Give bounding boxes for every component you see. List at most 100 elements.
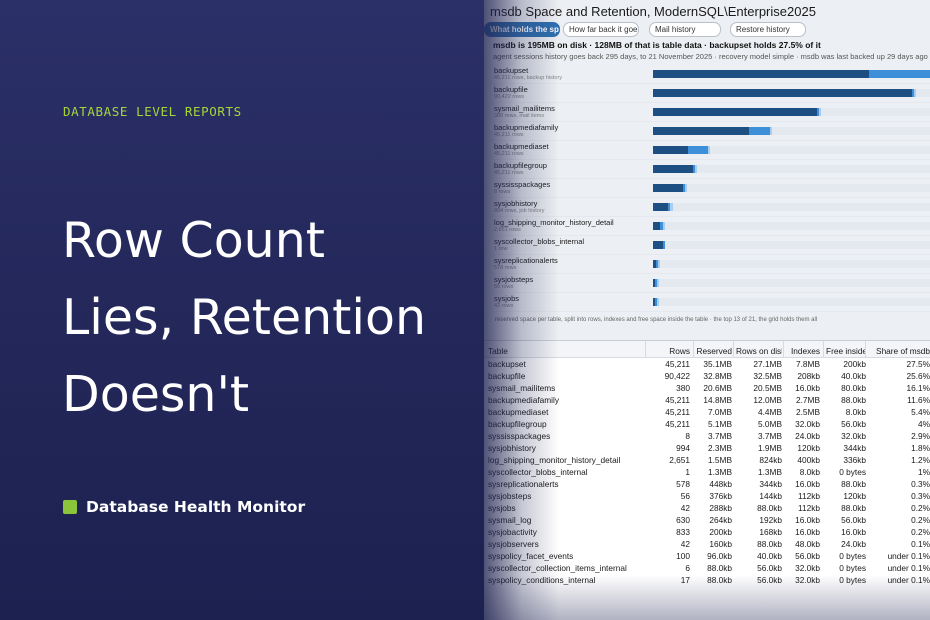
- table-row[interactable]: syscollector_blobs_internal 1 1.3MB 1.3MB 8.…: [484, 466, 930, 478]
- bar-row[interactable]: sysmail_mailitems 380 rows, mail items: [490, 103, 930, 122]
- bar-row[interactable]: sysjobs 42 rows: [490, 293, 930, 312]
- bar-row[interactable]: sysjobhistory 994 rows, job history: [490, 198, 930, 217]
- table-row[interactable]: log_shipping_monitor_history_detail 2,651…: [484, 454, 930, 466]
- tab-how-far-back[interactable]: How far back it goes: [563, 22, 639, 37]
- tab-mail-history[interactable]: Mail history: [649, 22, 721, 37]
- column-header[interactable]: Share of msdb: [876, 346, 930, 356]
- table-row[interactable]: backupset 45,211 35.1MB 27.1MB 7.8MB 200kb 27.…: [484, 358, 930, 370]
- table-row[interactable]: syspolicy_conditions_internal 17 88.0kb 56.…: [484, 574, 930, 586]
- bar-segment-rows: [653, 184, 683, 192]
- column-header[interactable]: Table: [488, 346, 508, 356]
- column-header[interactable]: Indexes: [790, 346, 820, 356]
- bar-row[interactable]: sysreplicationalerts 578 rows: [490, 255, 930, 274]
- bar-row[interactable]: backupset 45,211 rows, backup history: [490, 65, 930, 84]
- tab-restore-history[interactable]: Restore history: [730, 22, 806, 37]
- bar-segment-indexes: [912, 89, 915, 97]
- bar-track: [653, 108, 930, 116]
- table-cell: 400kb: [797, 455, 820, 465]
- bar-sublabel: 90,422 rows: [494, 94, 524, 100]
- table-cell: 0 bytes: [839, 551, 866, 561]
- window-title: msdb Space and Retention, ModernSQL\Ente…: [490, 4, 816, 19]
- column-header[interactable]: Rows: [669, 346, 690, 356]
- table-cell: 3.7MB: [708, 431, 732, 441]
- table-row[interactable]: sysreplicationalerts 578 448kb 344kb 16.0kb 8…: [484, 478, 930, 490]
- bar-sublabel: 45,211 rows: [494, 132, 524, 138]
- bar-label: sysjobhistory: [494, 199, 538, 208]
- table-cell: 112kb: [798, 503, 820, 513]
- table-row[interactable]: backupmediafamily 45,211 14.8MB 12.0MB 2.7MB…: [484, 394, 930, 406]
- table-cell: syscollector_blobs_internal: [488, 467, 588, 477]
- column-header[interactable]: Free inside: [826, 346, 866, 356]
- bar-sublabel: 380 rows, mail items: [494, 113, 545, 119]
- table-cell: 32.8MB: [703, 371, 732, 381]
- table-row[interactable]: backupfile 90,422 32.8MB 32.5MB 208kb 40.0kb 2…: [484, 370, 930, 382]
- table-cell: 48.0kb: [795, 539, 820, 549]
- table-cell: 0 bytes: [839, 575, 866, 585]
- table-cell: 56: [680, 491, 690, 501]
- bar-row[interactable]: backupfilegroup 45,211 rows: [490, 160, 930, 179]
- table-row[interactable]: syssisspackages 8 3.7MB 3.7MB 24.0kb 32.0kb 2.…: [484, 430, 930, 442]
- table-row[interactable]: sysjobhistory 994 2.3MB 1.9MB 120kb 344kb 1.8%: [484, 442, 930, 454]
- table-cell: 994: [676, 443, 690, 453]
- brand-logo-icon: [63, 500, 77, 514]
- bar-row[interactable]: backupmediaset 45,211 rows: [490, 141, 930, 160]
- table-row[interactable]: syscollector_collection_items_internal 6 8…: [484, 562, 930, 574]
- table-cell: 336kb: [843, 455, 866, 465]
- table-cell: syspolicy_facet_events: [488, 551, 574, 561]
- table-cell: 1%: [918, 467, 930, 477]
- table-row[interactable]: backupfilegroup 45,211 5.1MB 5.0MB 32.0kb 56.…: [484, 418, 930, 430]
- bar-chart-footnote: reserved space per table, split into row…: [495, 317, 818, 323]
- table-cell: 0.3%: [911, 479, 930, 489]
- bar-sublabel: 45,211 rows: [494, 151, 524, 157]
- table-row[interactable]: sysmail_log 630 264kb 192kb 16.0kb 56.0kb 0.2%: [484, 514, 930, 526]
- table-row[interactable]: sysjobsteps 56 376kb 144kb 112kb 120kb 0.3%: [484, 490, 930, 502]
- bar-label: backupfile: [494, 85, 528, 94]
- bar-row[interactable]: backupmediafamily 45,211 rows: [490, 122, 930, 141]
- table-cell: 4.4MB: [758, 407, 782, 417]
- table-cell: under 0.1%: [887, 575, 930, 585]
- table-cell: syssisspackages: [488, 431, 551, 441]
- column-header[interactable]: Reserved: [696, 346, 732, 356]
- table-row[interactable]: sysjobservers 42 160kb 88.0kb 48.0kb 24.0kb 0.…: [484, 538, 930, 550]
- table-cell: 16.1%: [906, 383, 930, 393]
- table-cell: 1.9MB: [758, 443, 782, 453]
- bar-segment-rows: [653, 203, 669, 211]
- bar-row[interactable]: log_shipping_monitor_history_detail 2,651…: [490, 217, 930, 236]
- table-row[interactable]: syspolicy_facet_events 100 96.0kb 40.0kb 56.…: [484, 550, 930, 562]
- table-cell: 16.0kb: [795, 383, 820, 393]
- bar-segment-indexes: [655, 260, 658, 268]
- table-cell: 6: [685, 563, 690, 573]
- bar-segment-rows: [653, 89, 913, 97]
- tab-what-holds-space[interactable]: What holds the sp...: [484, 22, 560, 37]
- bar-row[interactable]: sysjobsteps 56 rows: [490, 274, 930, 293]
- bar-label: syscollector_blobs_internal: [494, 237, 585, 246]
- table-row[interactable]: backupmediaset 45,211 7.0MB 4.4MB 2.5MB 8.0kb…: [484, 406, 930, 418]
- table-cell: 56.0kb: [757, 563, 782, 573]
- bar-row[interactable]: backupfile 90,422 rows: [490, 84, 930, 103]
- headline-line: Doesn't: [62, 366, 250, 423]
- table-row[interactable]: sysmail_mailitems 380 20.6MB 20.5MB 16.0kb 80…: [484, 382, 930, 394]
- table-cell: 168kb: [759, 527, 782, 537]
- table-cell: sysmail_mailitems: [488, 383, 556, 393]
- bar-segment-free: [694, 165, 697, 173]
- table-cell: sysmail_log: [488, 515, 532, 525]
- table-cell: 32.0kb: [795, 575, 820, 585]
- bar-row[interactable]: syscollector_blobs_internal 1 row: [490, 236, 930, 255]
- table-cell: sysjobsteps: [488, 491, 532, 501]
- column-header[interactable]: Rows on disk: [736, 346, 782, 356]
- table-cell: 1.2%: [911, 455, 930, 465]
- table-cell: 100: [676, 551, 690, 561]
- table-cell: 32.0kb: [841, 431, 866, 441]
- table-cell: 2,651: [669, 455, 690, 465]
- table-cell: 56.0kb: [757, 575, 782, 585]
- bar-segment-indexes: [655, 279, 657, 287]
- bar-row[interactable]: syssisspackages 8 rows: [490, 179, 930, 198]
- table-row[interactable]: sysjobs 42 288kb 88.0kb 112kb 88.0kb 0.2%: [484, 502, 930, 514]
- bar-sublabel: 578 rows: [494, 265, 517, 271]
- table-cell: 96.0kb: [707, 551, 732, 561]
- table-row[interactable]: sysjobactivity 833 200kb 168kb 16.0kb 16.0kb 0…: [484, 526, 930, 538]
- table-cell: 264kb: [709, 515, 732, 525]
- bar-sublabel: 56 rows: [494, 284, 514, 290]
- bar-sublabel: 2,651 rows: [494, 227, 521, 233]
- table-cell: 45,211: [665, 395, 690, 405]
